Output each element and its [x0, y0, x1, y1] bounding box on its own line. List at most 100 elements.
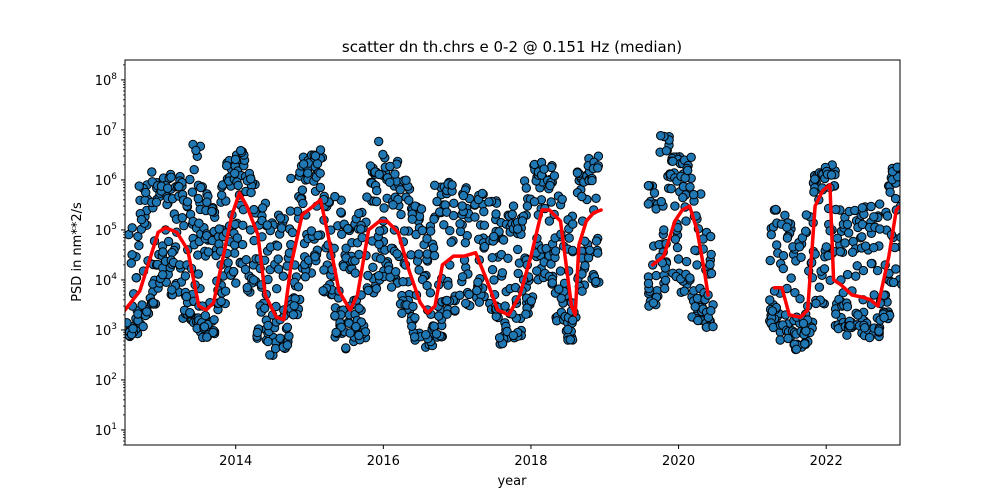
scatter-point	[568, 219, 578, 229]
scatter-point	[362, 192, 372, 202]
scatter-point	[318, 286, 328, 296]
scatter-point	[180, 271, 191, 281]
x-tick-label: 2016	[367, 454, 400, 469]
scatter-point	[397, 308, 407, 318]
y-tick-label: 107	[95, 122, 117, 139]
scatter-point	[194, 218, 204, 228]
scatter-point	[577, 191, 587, 202]
scatter-point	[351, 322, 361, 332]
scatter-point	[368, 262, 378, 272]
scatter-point	[494, 333, 505, 343]
scatter-point	[857, 203, 867, 213]
scatter-point	[766, 230, 776, 240]
scatter-point	[222, 161, 232, 171]
scatter-point	[242, 282, 252, 293]
scatter-point	[461, 298, 471, 308]
scatter-point	[512, 224, 523, 234]
scatter-point	[563, 324, 573, 335]
scatter-point	[167, 285, 177, 295]
scatter-point	[593, 248, 603, 258]
scatter-point	[231, 278, 241, 288]
scatter-point	[591, 236, 602, 246]
scatter-point	[431, 329, 442, 339]
scatter-point	[673, 254, 684, 264]
scatter-point	[374, 271, 384, 281]
scatter-point	[814, 282, 825, 292]
scatter-point	[445, 226, 455, 236]
scatter-point	[660, 283, 670, 294]
scatter-point	[228, 266, 239, 277]
scatter-point	[591, 276, 601, 287]
scatter-point	[312, 159, 323, 169]
scatter-point	[847, 247, 858, 258]
scatter-point	[708, 321, 718, 332]
scatter-point	[193, 269, 204, 279]
scatter-point	[672, 242, 683, 253]
scatter-point	[521, 183, 531, 193]
scatter-point	[796, 252, 806, 262]
scatter-point	[479, 241, 490, 252]
scatter-point	[371, 196, 382, 207]
scatter-point	[354, 208, 364, 219]
y-tick-label: 108	[95, 72, 118, 89]
scatter-point	[429, 250, 440, 261]
scatter-point	[237, 239, 248, 250]
scatter-point	[345, 328, 355, 338]
scatter-point	[236, 145, 246, 156]
x-axis-label: year	[497, 474, 527, 489]
scatter-point	[341, 243, 351, 253]
x-tick-label: 2022	[810, 454, 843, 469]
scatter-point	[202, 332, 212, 342]
scatter-point	[522, 201, 533, 211]
scatter-point	[681, 256, 692, 267]
scatter-point	[223, 258, 233, 268]
scatter-point	[429, 214, 439, 224]
scatter-point	[330, 311, 340, 321]
scatter-point	[800, 339, 810, 349]
scatter-point	[555, 266, 566, 276]
scatter-point	[407, 321, 417, 331]
scatter-point	[549, 171, 560, 181]
scatter-point	[386, 282, 397, 292]
scatter-point	[163, 183, 173, 193]
x-tick-label: 2014	[219, 454, 252, 469]
scatter-point	[546, 197, 556, 207]
scatter-point	[661, 146, 672, 156]
scatter-point	[686, 152, 696, 163]
scatter-point	[385, 161, 395, 172]
scatter-point	[489, 275, 499, 285]
scatter-point	[882, 211, 893, 221]
scatter-point	[286, 173, 296, 184]
scatter-point	[181, 291, 192, 302]
chart-title: scatter dn th.chrs e 0-2 @ 0.151 Hz (med…	[342, 38, 682, 56]
scatter-point	[875, 224, 885, 234]
scatter-point	[706, 231, 716, 242]
scatter-point	[241, 255, 251, 265]
scatter-point	[409, 332, 420, 342]
scatter-point	[557, 194, 567, 205]
scatter-point	[163, 236, 174, 247]
scatter-point	[458, 190, 469, 201]
scatter-point	[421, 330, 431, 340]
scatter-point	[685, 273, 695, 283]
scatter-point	[782, 222, 792, 232]
scatter-point	[526, 296, 536, 306]
scatter-point	[371, 284, 382, 294]
median-line-segment	[772, 183, 900, 319]
scatter-point	[432, 196, 442, 207]
scatter-point	[378, 149, 388, 160]
scatter-point	[798, 318, 809, 329]
scatter-point	[706, 306, 716, 316]
scatter-point	[660, 275, 671, 285]
scatter-point	[567, 245, 578, 256]
scatter-point	[831, 309, 841, 319]
scatter-point	[450, 305, 460, 315]
scatter-point	[853, 310, 863, 320]
scatter-point	[404, 195, 414, 206]
scatter-point	[306, 226, 317, 236]
scatter-point	[866, 258, 876, 269]
scatter-point	[539, 164, 549, 174]
scatter-point	[439, 220, 449, 230]
scatter-point	[513, 244, 523, 255]
scatter-point	[272, 284, 282, 294]
